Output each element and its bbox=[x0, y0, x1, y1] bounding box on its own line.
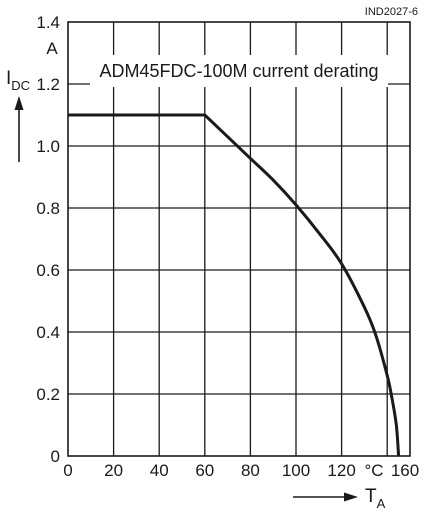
y-axis-unit: A bbox=[46, 39, 58, 58]
x-tick-label: 100 bbox=[282, 461, 310, 480]
x-tick-label: 120 bbox=[327, 461, 355, 480]
x-tick-label: 20 bbox=[104, 461, 123, 480]
y-axis-label-main: I bbox=[6, 68, 11, 89]
y-axis-arrow bbox=[14, 96, 24, 162]
x-axis-arrow bbox=[293, 492, 358, 502]
x-tick-label: 40 bbox=[150, 461, 169, 480]
chart-title: ADM45FDC-100M current derating bbox=[99, 61, 378, 81]
chart-grid bbox=[68, 22, 410, 456]
y-axis-label: IDC bbox=[6, 68, 30, 93]
y-tick-label: 1.2 bbox=[36, 75, 60, 94]
y-tick-label: 1.0 bbox=[36, 137, 60, 156]
x-tick-label: 0 bbox=[63, 461, 72, 480]
plot-frame bbox=[67, 21, 411, 457]
y-tick-label: 0 bbox=[51, 447, 60, 466]
derating-curve bbox=[68, 113, 401, 457]
x-axis-label: TA bbox=[365, 486, 386, 511]
y-tick-label: 0.8 bbox=[36, 199, 60, 218]
x-axis-tick-labels: 0 20 40 60 80 100 120 160 bbox=[63, 461, 419, 480]
y-tick-label: 1.4 bbox=[36, 13, 60, 32]
y-axis-label-sub: DC bbox=[11, 78, 30, 93]
y-tick-label: 0.2 bbox=[36, 385, 60, 404]
x-axis-label-main: T bbox=[365, 486, 377, 507]
y-axis-tick-labels: 0 0.2 0.4 0.6 0.8 1.0 1.2 1.4 bbox=[36, 13, 60, 466]
x-tick-label: 160 bbox=[391, 461, 419, 480]
x-tick-label: 80 bbox=[241, 461, 260, 480]
figure-id: IND2027-6 bbox=[365, 6, 418, 18]
x-tick-label: 60 bbox=[195, 461, 214, 480]
y-tick-label: 0.4 bbox=[36, 323, 60, 342]
x-axis-unit: °C bbox=[364, 461, 383, 480]
chart-title-box: ADM45FDC-100M current derating bbox=[90, 55, 388, 87]
x-axis-label-sub: A bbox=[377, 496, 386, 511]
y-tick-label: 0.6 bbox=[36, 261, 60, 280]
